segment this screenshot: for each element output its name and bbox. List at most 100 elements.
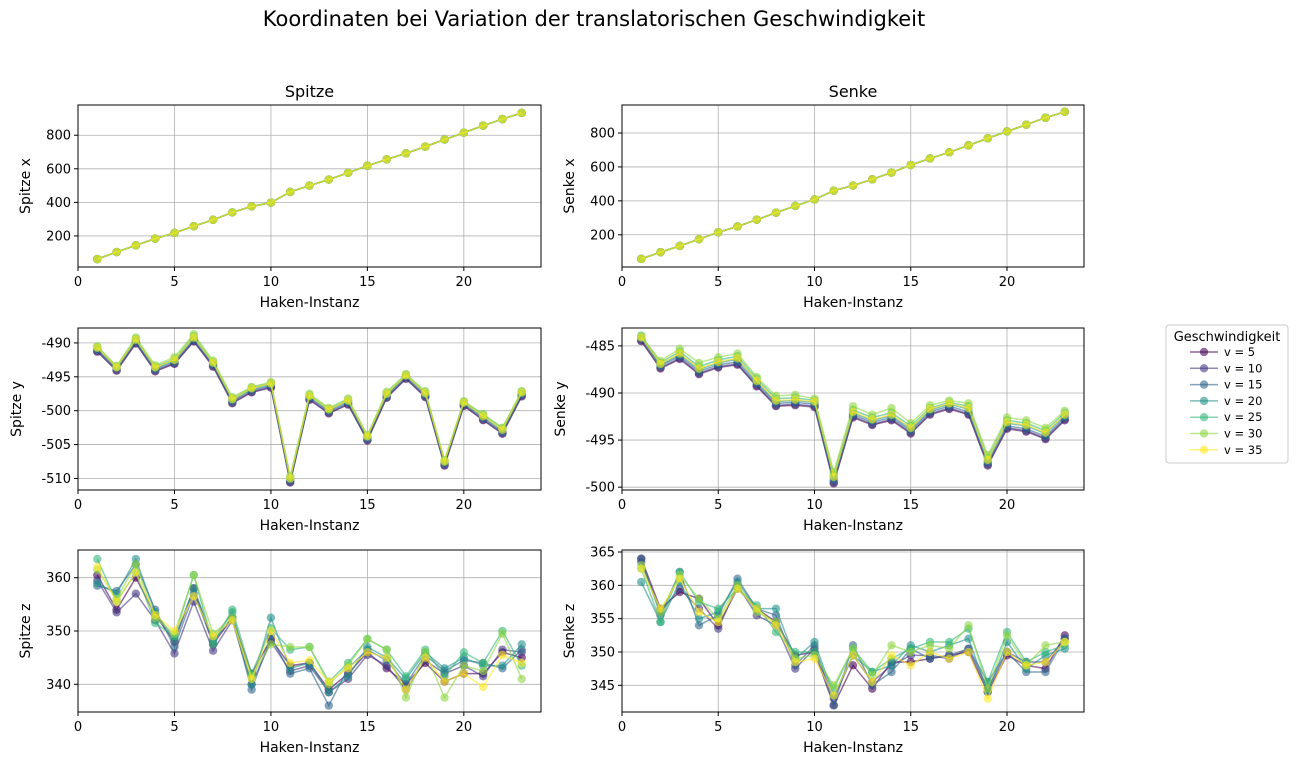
data-point bbox=[656, 604, 665, 613]
data-point bbox=[1041, 667, 1050, 677]
series-7 bbox=[637, 107, 1069, 264]
data-point bbox=[945, 399, 954, 408]
y-axis-label: Senke y bbox=[553, 381, 569, 436]
data-point bbox=[1041, 657, 1050, 667]
data-point bbox=[228, 616, 237, 625]
data-point bbox=[983, 694, 992, 703]
subplot-title: Senke bbox=[829, 82, 878, 101]
data-point bbox=[170, 642, 179, 652]
subplot-spitze-z: 0 5 10 15 20 340 350 360 Haken-Instanz Spitze z bbox=[18, 549, 542, 756]
x-tick-label: 5 bbox=[714, 275, 722, 290]
subplot-senke-z: 0 5 10 15 20 345 350 355 360 365 Haken-Instanz Senk… bbox=[562, 546, 1085, 756]
data-point bbox=[1060, 107, 1069, 116]
axes-frame bbox=[77, 327, 542, 491]
data-point bbox=[637, 254, 646, 264]
data-point bbox=[637, 564, 646, 573]
legend-title: Geschwindigkeit bbox=[1174, 330, 1281, 345]
data-point bbox=[752, 215, 761, 224]
legend-entry: v = 15 bbox=[1190, 378, 1262, 392]
data-point bbox=[1041, 641, 1050, 650]
y-tick-label: -495 bbox=[585, 434, 615, 449]
series-7 bbox=[93, 562, 526, 694]
data-point bbox=[131, 560, 141, 569]
data-point bbox=[906, 647, 915, 657]
x-tick-label: 15 bbox=[902, 275, 919, 290]
x-tick-label: 20 bbox=[999, 720, 1016, 735]
data-point bbox=[93, 562, 102, 572]
x-tick-label: 20 bbox=[999, 498, 1016, 513]
data-point bbox=[324, 175, 333, 184]
data-point bbox=[170, 228, 179, 238]
y-tick-label: -500 bbox=[585, 481, 615, 496]
legend-frame bbox=[1165, 324, 1289, 464]
y-axis-label: Senke z bbox=[562, 604, 578, 658]
data-point bbox=[478, 411, 488, 421]
y-tick-label: 360 bbox=[590, 579, 615, 594]
data-point bbox=[498, 650, 507, 660]
data-point bbox=[945, 148, 954, 157]
data-point bbox=[848, 181, 858, 190]
data-point bbox=[498, 629, 507, 638]
x-tick-label: 10 bbox=[806, 720, 823, 735]
data-point bbox=[93, 343, 102, 352]
legend-marker bbox=[1199, 364, 1209, 373]
data-point bbox=[517, 640, 526, 649]
data-point bbox=[964, 141, 973, 150]
data-point bbox=[228, 605, 237, 614]
data-point bbox=[478, 121, 488, 130]
axes-frame bbox=[77, 104, 542, 268]
legend-marker bbox=[1199, 413, 1209, 422]
series-2 bbox=[93, 576, 526, 697]
legend-label: v = 35 bbox=[1224, 443, 1262, 457]
data-point bbox=[266, 626, 276, 636]
data-point bbox=[305, 181, 314, 190]
data-point bbox=[440, 677, 449, 686]
series-7 bbox=[637, 564, 1069, 703]
x-tick-label: 0 bbox=[74, 275, 82, 290]
data-point bbox=[1041, 428, 1050, 437]
legend-marker bbox=[1199, 429, 1209, 438]
data-point bbox=[887, 641, 896, 650]
data-point bbox=[305, 642, 314, 652]
data-point bbox=[324, 677, 333, 686]
series-7 bbox=[93, 333, 526, 483]
data-point bbox=[266, 379, 276, 388]
y-tick-label: 360 bbox=[46, 571, 71, 586]
data-point bbox=[131, 241, 141, 250]
x-tick-label: 20 bbox=[456, 275, 473, 290]
data-point bbox=[286, 658, 295, 668]
data-point bbox=[752, 604, 761, 613]
data-point bbox=[810, 397, 819, 406]
y-tick-label: 350 bbox=[46, 625, 71, 640]
data-point bbox=[925, 654, 935, 663]
data-point bbox=[517, 658, 526, 668]
y-tick-label: 345 bbox=[590, 679, 615, 694]
data-point bbox=[131, 568, 141, 577]
data-point bbox=[829, 691, 838, 700]
data-point bbox=[112, 597, 121, 606]
data-point bbox=[829, 701, 838, 710]
legend-label: v = 10 bbox=[1224, 361, 1262, 375]
data-point bbox=[208, 358, 218, 367]
data-point bbox=[498, 661, 507, 670]
y-tick-label: -510 bbox=[41, 472, 71, 487]
legend-marker bbox=[1199, 380, 1209, 389]
data-point bbox=[925, 404, 935, 414]
data-point bbox=[925, 641, 935, 650]
data-point bbox=[829, 472, 838, 482]
legend-entry: v = 10 bbox=[1190, 361, 1262, 375]
y-tick-label: 400 bbox=[590, 194, 615, 209]
x-axis-label: Haken-Instanz bbox=[803, 518, 903, 534]
data-point bbox=[771, 396, 781, 405]
data-point bbox=[131, 589, 141, 598]
data-point bbox=[694, 607, 704, 617]
y-tick-label: -500 bbox=[41, 404, 71, 419]
x-tick-label: 10 bbox=[806, 498, 823, 513]
legend-label: v = 5 bbox=[1224, 345, 1255, 359]
series-line bbox=[96, 332, 523, 477]
data-point bbox=[150, 234, 160, 243]
data-point bbox=[208, 632, 218, 641]
data-point bbox=[675, 349, 684, 358]
legend-marker bbox=[1199, 396, 1209, 406]
data-point bbox=[675, 574, 684, 583]
